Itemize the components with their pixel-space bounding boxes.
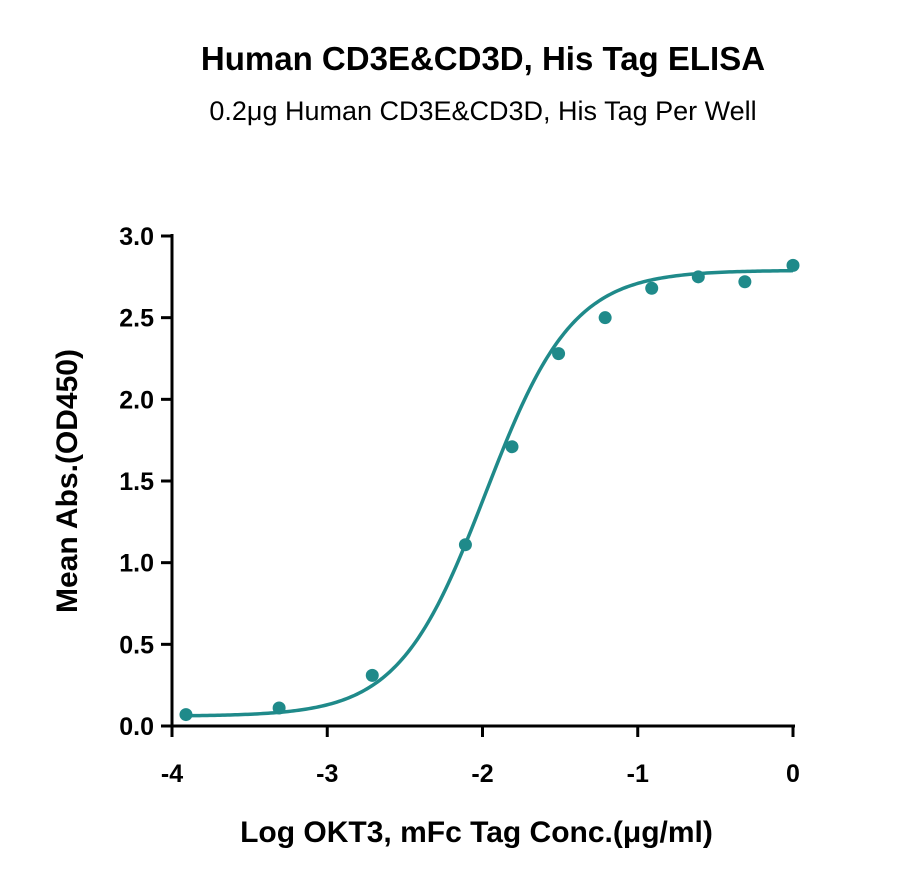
y-tick-label: 3.0 xyxy=(119,223,154,251)
y-axis-title: Mean Abs.(OD450) xyxy=(51,349,84,613)
data-point xyxy=(365,668,379,682)
y-tick-label: 0.5 xyxy=(119,631,154,659)
chart-subtitle: 0.2μg Human CD3E&CD3D, His Tag Per Well xyxy=(209,96,757,126)
data-point xyxy=(738,275,752,289)
data-point xyxy=(505,440,519,454)
y-tick-label: 0.0 xyxy=(119,713,154,741)
x-tick-label: -4 xyxy=(161,760,183,788)
data-point xyxy=(179,708,193,722)
y-tick-label: 2.5 xyxy=(119,305,154,333)
x-tick-label: -3 xyxy=(316,760,338,788)
data-point xyxy=(645,281,659,295)
data-point xyxy=(598,311,612,325)
data-point xyxy=(691,270,705,284)
y-tick-label: 2.0 xyxy=(119,386,154,414)
data-points-layer xyxy=(179,258,800,722)
fit-curve xyxy=(184,268,794,718)
fit-curve-layer xyxy=(184,268,794,718)
data-point xyxy=(552,347,566,361)
y-tick-label: 1.0 xyxy=(119,550,154,578)
data-point xyxy=(272,701,286,715)
chart-title: Human CD3E&CD3D, His Tag ELISA xyxy=(200,40,766,77)
data-point xyxy=(786,258,800,272)
x-tick-label: -2 xyxy=(471,760,493,788)
x-tick-label: -1 xyxy=(627,760,649,788)
axes xyxy=(161,234,795,737)
y-tick-label: 1.5 xyxy=(119,468,154,496)
data-point xyxy=(458,538,472,552)
x-axis-title: Log OKT3, mFc Tag Conc.(μg/ml) xyxy=(240,816,713,849)
x-tick-label: 0 xyxy=(786,760,800,788)
axis-labels-layer: 0.0 0.5 1.0 1.5 2.0 2.5 3.0 -4 -3 -2 -1 0 Log OKT3, … xyxy=(51,223,800,849)
